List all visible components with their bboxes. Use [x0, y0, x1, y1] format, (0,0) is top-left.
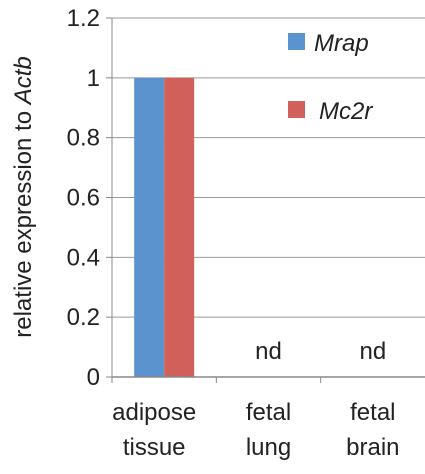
x-category-labels: adipose tissue fetal lung fetal brain	[112, 399, 399, 461]
y-tick-label: 0.6	[67, 185, 100, 212]
axes	[106, 17, 425, 383]
legend-label-mrap: Mrap	[314, 30, 369, 57]
legend-swatch-mc2r	[288, 101, 305, 118]
legend: Mrap Mc2r	[288, 30, 373, 125]
legend-swatch-mrap	[288, 33, 305, 50]
y-tick-label: 0.2	[67, 304, 100, 331]
bar-mrap-0	[134, 77, 165, 377]
y-tick-label: 0.8	[67, 125, 100, 152]
nd-labels: nd nd	[255, 338, 386, 365]
nd-label: nd	[255, 338, 282, 365]
legend-label-mc2r: Mc2r	[319, 98, 373, 125]
y-tick-label: 0.4	[67, 244, 100, 271]
y-tick-labels: 0 0.2 0.4 0.6 0.8 1 1.2	[67, 5, 100, 391]
category-label: fetal	[246, 399, 291, 426]
y-tick-label: 0	[87, 364, 100, 391]
category-label: lung	[246, 434, 291, 461]
category-label: brain	[346, 434, 399, 461]
category-label: adipose	[112, 399, 196, 426]
y-tick-label: 1.2	[67, 5, 100, 32]
y-tick-label: 1	[87, 65, 100, 92]
bar-mc2r-0	[164, 77, 195, 377]
category-label: tissue	[123, 434, 186, 461]
nd-label: nd	[359, 338, 386, 365]
category-label: fetal	[350, 399, 395, 426]
bars	[134, 77, 195, 377]
y-axis-label: relative expression to Actb	[10, 56, 37, 337]
